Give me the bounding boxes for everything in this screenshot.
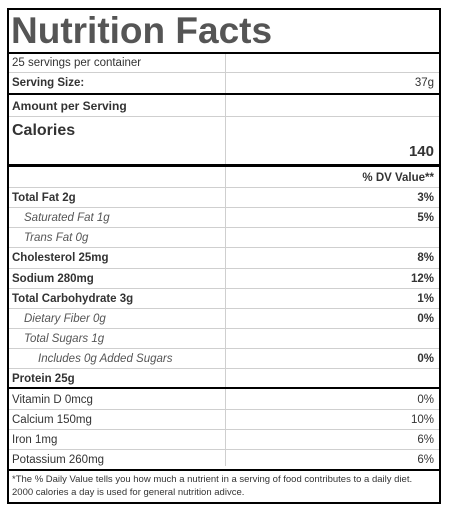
vitamin-name: Potassium 260mg [12,454,105,466]
row-divider [9,328,439,329]
nutrient-name: Saturated Fat 1g [24,212,110,224]
row-divider [9,116,439,117]
row-divider [9,348,439,349]
vitamin-name: Calcium 150mg [12,414,92,426]
row-divider [9,187,439,188]
row-divider [9,268,439,269]
nutrient-name: Total Sugars 1g [24,333,105,345]
serving-rule [9,93,439,95]
nutrition-label: Nutrition Facts 25 servings per containe… [7,8,441,504]
calories-label: Calories [12,122,76,139]
row-divider [9,449,439,450]
servings-per-container: 25 servings per container [12,57,142,69]
row-divider [9,368,439,369]
row-divider [9,247,439,248]
calories-value: 140 [408,143,434,160]
nutrient-name: Protein 25g [12,373,75,385]
row-divider [9,227,439,228]
nutrient-dv: 0% [417,313,434,325]
vitamin-name: Vitamin D 0mcg [12,394,93,406]
daily-value-footnote: *The % Daily Value tells you how much a … [12,474,413,498]
nutrient-name: Total Fat 2g [12,192,76,204]
title-rule [9,52,439,54]
row-divider [9,72,439,73]
vitamin-dv: 6% [417,434,434,446]
row-divider [9,308,439,309]
serving-size-value: 37g [414,77,434,89]
serving-size-label: Serving Size: [12,77,85,89]
row-divider [9,409,439,410]
vitamin-dv: 0% [417,394,434,406]
protein-rule [9,387,439,389]
nutrient-name: Sodium 280mg [12,273,94,285]
column-divider [225,54,226,466]
row-divider [9,207,439,208]
nutrient-dv: 8% [417,252,434,264]
nutrient-dv: 0% [417,353,434,365]
nutrient-name: Cholesterol 25mg [12,252,109,264]
vitamins-rule [9,469,439,471]
row-divider [9,288,439,289]
vitamin-dv: 10% [410,414,434,426]
nutrient-dv: 3% [417,192,434,204]
amount-per-serving: Amount per Serving [12,99,127,113]
nutrient-dv: 1% [417,293,434,305]
dv-header: % DV Value** [362,172,434,184]
nutrient-dv: 12% [410,273,434,285]
vitamin-name: Iron 1mg [12,434,58,446]
nutrient-dv: 5% [417,212,434,224]
vitamin-dv: 6% [417,454,434,466]
row-divider [9,429,439,430]
label-title: Nutrition Facts [11,10,273,51]
nutrient-name: Total Carbohydrate 3g [12,293,134,305]
nutrient-name: Includes 0g Added Sugars [38,353,173,365]
nutrient-name: Dietary Fiber 0g [24,313,106,325]
nutrient-name: Trans Fat 0g [24,232,89,244]
calories-rule [9,164,439,167]
